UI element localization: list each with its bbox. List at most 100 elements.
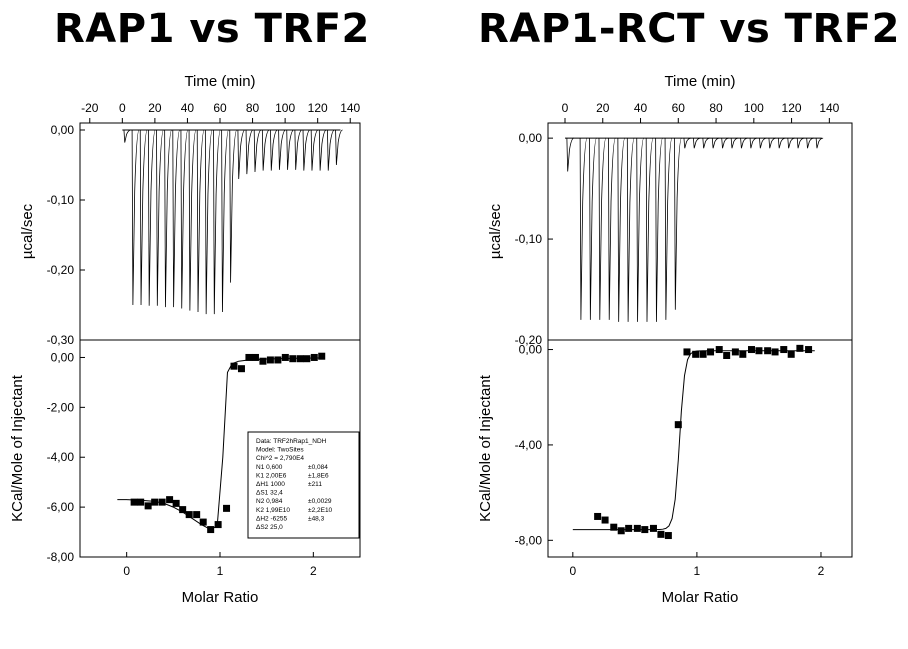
right-injection-peak xyxy=(815,137,824,149)
right-time-tick-label: 120 xyxy=(782,101,802,115)
left-data-point xyxy=(289,355,297,363)
left-ratio-tick-label: 2 xyxy=(310,564,317,578)
right-bottom-frame xyxy=(547,339,853,558)
right-injection-peak xyxy=(796,137,805,149)
left-injection-peak xyxy=(253,129,262,173)
left-injection-peak xyxy=(335,129,343,166)
fit-parameter-label: N2 0,984 xyxy=(256,498,283,505)
left-time-tick-label: 140 xyxy=(340,101,360,115)
left-data-point xyxy=(179,506,187,514)
right-data-point xyxy=(739,350,747,358)
right-injection-peak xyxy=(655,137,664,322)
right-data-point xyxy=(657,530,665,538)
left-data-point xyxy=(245,353,253,361)
right-top-y-axis-title: µcal/sec xyxy=(487,203,504,259)
right-ratio-tick-label: 2 xyxy=(818,564,825,578)
right-data-point xyxy=(601,516,609,524)
left-data-point xyxy=(144,502,152,510)
fit-parameter-error: ±2,2E10 xyxy=(308,507,333,514)
right-injection-peak xyxy=(711,137,720,149)
left-top-y-tick-label: 0,00 xyxy=(51,123,75,137)
left-injection-peak xyxy=(286,129,294,170)
left-injection-peak xyxy=(270,129,278,171)
fit-parameter-label: ΔH2 -6255 xyxy=(256,515,287,522)
fit-parameter-error: ±48,3 xyxy=(308,515,325,522)
left-data-point xyxy=(251,353,259,361)
panel-title-left: RAP1 vs TRF2 xyxy=(54,6,370,52)
fit-parameter-label: N1 0,600 xyxy=(256,464,283,471)
fit-parameter-label: ΔS2 25,0 xyxy=(256,524,283,531)
fit-parameter-error: ±211 xyxy=(308,481,322,488)
left-data-point xyxy=(199,518,207,526)
left-time-axis-title: Time (min) xyxy=(184,73,255,90)
right-time-tick-label: 80 xyxy=(709,101,723,115)
left-data-point xyxy=(281,353,289,361)
left-injection-peak xyxy=(147,129,156,306)
left-time-tick-label: 100 xyxy=(275,101,295,115)
right-fit-curve xyxy=(572,350,815,531)
right-data-point xyxy=(683,348,691,356)
left-injection-peak xyxy=(278,129,286,170)
left-injection-peak xyxy=(213,129,221,315)
left-data-point xyxy=(158,498,166,506)
fit-parameter-label: Data: TRF2hRap1_NDH xyxy=(256,438,327,445)
right-top-frame xyxy=(547,122,853,341)
left-time-tick-label: 80 xyxy=(246,101,260,115)
right-injection-peak xyxy=(787,137,795,149)
left-injection-peak xyxy=(245,129,254,175)
right-injection-peak xyxy=(683,137,691,149)
left-data-point xyxy=(172,499,180,507)
right-data-point xyxy=(764,347,772,355)
left-data-point xyxy=(318,352,326,360)
right-data-point xyxy=(633,524,641,532)
right-time-tick-label: 40 xyxy=(634,101,648,115)
left-bottom-y-tick-label: -4,00 xyxy=(47,450,75,464)
left-time-tick-label: 20 xyxy=(148,101,162,115)
right-injection-peak xyxy=(645,137,654,322)
right-injection-peak xyxy=(777,137,786,149)
left-injection-peak xyxy=(164,129,173,308)
fit-parameter-label: ΔH1 1000 xyxy=(256,481,285,488)
right-injection-peak xyxy=(721,137,729,149)
left-data-point xyxy=(214,521,222,529)
left-data-point xyxy=(259,357,267,365)
right-injection-peak xyxy=(749,137,758,149)
right-bottom-y-tick-label: -8,00 xyxy=(515,533,543,547)
left-injection-peak xyxy=(318,129,327,171)
left-injection-peak xyxy=(229,129,238,283)
right-injection-peak xyxy=(608,137,616,320)
right-data-point xyxy=(617,527,625,535)
right-data-point xyxy=(755,347,763,355)
left-injection-peak xyxy=(237,129,246,180)
right-injection-peak xyxy=(702,137,710,149)
left-data-point xyxy=(223,504,231,512)
right-injection-peak xyxy=(730,137,739,149)
fit-parameter-error: ±0,0029 xyxy=(308,498,332,505)
left-injection-peak xyxy=(204,129,213,315)
left-time-tick-label: 60 xyxy=(213,101,227,115)
right-time-tick-label: 60 xyxy=(672,101,686,115)
right-data-point xyxy=(664,532,672,540)
right-time-tick-label: 0 xyxy=(562,101,569,115)
left-time-tick-label: -20 xyxy=(81,101,99,115)
right-top-y-tick-label: 0,00 xyxy=(519,131,543,145)
left-time-tick-label: 120 xyxy=(308,101,328,115)
right-top-y-tick-label: -0,10 xyxy=(515,232,543,246)
left-top-y-axis-title: µcal/sec xyxy=(19,203,36,259)
fit-parameters-box xyxy=(247,431,360,539)
right-injection-peak xyxy=(674,137,682,310)
right-data-point xyxy=(787,350,795,358)
right-bottom-y-tick-label: -4,00 xyxy=(515,438,543,452)
right-injection-peak xyxy=(579,137,588,320)
left-injection-peak xyxy=(196,129,205,313)
right-data-point xyxy=(780,346,788,354)
left-data-point xyxy=(151,498,159,506)
right-time-axis-title: Time (min) xyxy=(664,73,735,90)
left-data-point xyxy=(274,356,282,364)
left-data-point xyxy=(296,355,304,363)
left-ratio-tick-label: 1 xyxy=(217,564,224,578)
left-data-point xyxy=(166,496,174,504)
right-data-point xyxy=(715,346,723,354)
right-time-tick-label: 100 xyxy=(744,101,764,115)
right-bottom-y-tick-label: 0,00 xyxy=(519,343,543,357)
